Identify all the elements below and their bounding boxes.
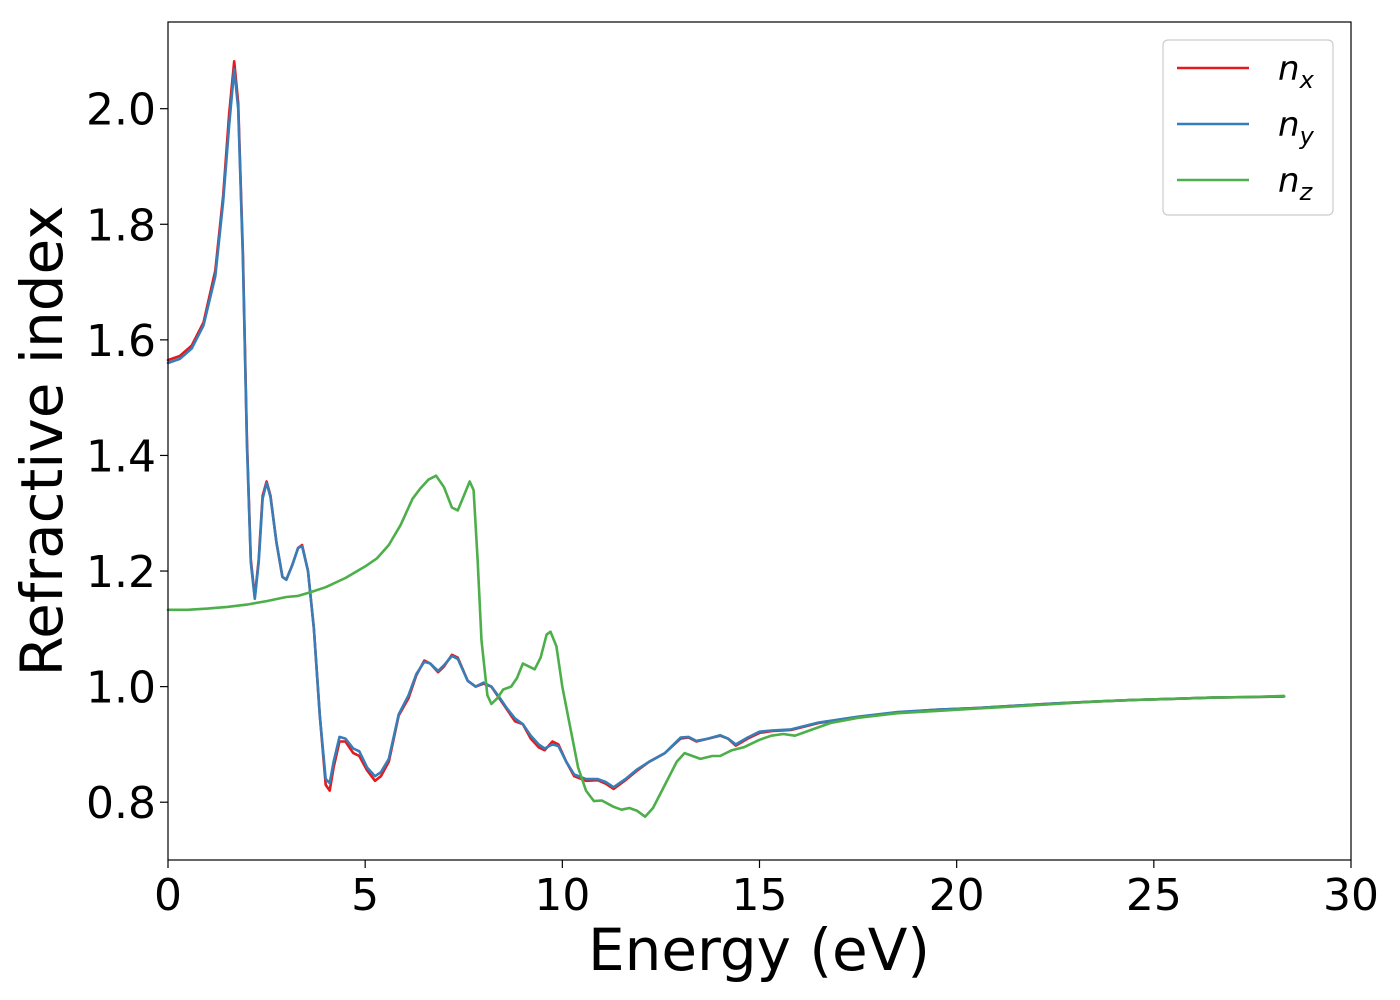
y-axis: 0.8 1.0 1.2 1.4 1.6 1.8 2.0 <box>86 85 168 829</box>
y-axis-label: Refractive index <box>8 205 76 676</box>
y-tick-label: 1.6 <box>86 316 156 367</box>
x-tick-label: 20 <box>929 870 985 921</box>
legend-label-base: n <box>1278 49 1300 89</box>
y-tick-label: 0.8 <box>86 778 156 829</box>
y-tick-label: 1.4 <box>86 431 156 482</box>
legend-label-base: n <box>1278 105 1300 145</box>
x-axis-label: Energy (eV) <box>588 916 930 984</box>
x-tick-label: 10 <box>534 870 590 921</box>
legend-box <box>1162 39 1334 216</box>
x-axis: 0 5 10 15 20 25 30 <box>154 860 1379 921</box>
x-tick-label: 0 <box>154 870 182 921</box>
x-tick-label: 30 <box>1323 870 1379 921</box>
legend-label-n-z: nz <box>1278 161 1314 206</box>
legend-label-base: n <box>1278 161 1300 201</box>
series-line-n-y <box>166 68 1286 789</box>
x-tick-label: 25 <box>1126 870 1182 921</box>
y-tick-label: 1.0 <box>86 663 156 714</box>
series-layer <box>166 60 1286 818</box>
y-tick-label: 2.0 <box>86 85 156 136</box>
x-tick-label: 15 <box>732 870 788 921</box>
series-line-n-z <box>166 474 1286 818</box>
x-tick-label: 5 <box>351 870 379 921</box>
legend-label-subscript: z <box>1299 178 1314 206</box>
y-tick-label: 1.2 <box>86 547 156 598</box>
legend-label-n-y: ny <box>1278 105 1315 150</box>
legend-label-subscript: x <box>1299 66 1315 94</box>
series-line-n-x <box>166 60 1286 792</box>
y-tick-label: 1.8 <box>86 200 156 251</box>
legend-label-subscript: y <box>1299 122 1315 150</box>
legend-label-n-x: nx <box>1278 49 1315 94</box>
